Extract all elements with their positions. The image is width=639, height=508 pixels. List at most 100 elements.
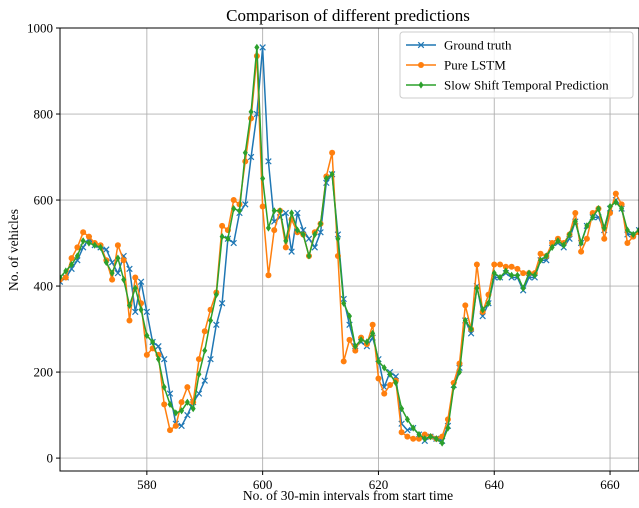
data-point — [80, 237, 86, 245]
data-point — [218, 300, 226, 307]
data-point — [537, 250, 544, 257]
data-point — [132, 308, 139, 316]
data-point — [305, 235, 313, 242]
data-point — [115, 254, 121, 262]
data-point — [190, 405, 196, 413]
data-point — [583, 235, 590, 242]
data-point — [202, 346, 208, 355]
data-point — [178, 422, 185, 430]
data-point — [572, 217, 578, 226]
data-point — [509, 271, 515, 279]
data-point — [62, 274, 69, 281]
data-point — [595, 205, 601, 213]
grid — [60, 27, 639, 471]
data-point — [346, 312, 353, 320]
data-point — [167, 400, 173, 408]
data-point — [578, 239, 584, 247]
legend-entry: Slow Shift Temporal Prediction — [406, 78, 609, 93]
data-point — [271, 227, 278, 234]
data-point — [329, 149, 336, 156]
data-point — [68, 255, 75, 262]
data-point — [526, 269, 532, 277]
data-point — [207, 355, 214, 363]
data-point — [369, 321, 376, 328]
data-point — [74, 252, 80, 260]
data-point — [473, 261, 480, 268]
data-point — [543, 257, 550, 264]
data-point — [74, 244, 81, 251]
data-point — [567, 230, 573, 239]
data-point — [121, 276, 127, 284]
data-point — [462, 302, 469, 309]
data-point — [514, 265, 521, 272]
data-point — [393, 379, 399, 387]
y-tick-label: 200 — [34, 365, 54, 380]
data-point — [300, 230, 306, 239]
data-point — [219, 232, 225, 241]
data-point — [572, 209, 579, 216]
data-point — [428, 432, 434, 441]
data-point — [60, 273, 63, 282]
data-point — [259, 203, 266, 210]
data-point — [404, 426, 411, 434]
legend-swatch-marker — [418, 62, 424, 68]
legend-swatch-marker — [417, 41, 425, 49]
data-point — [410, 424, 416, 432]
data-point — [462, 316, 468, 325]
data-point — [289, 209, 295, 217]
data-point — [601, 235, 608, 242]
data-point — [520, 284, 526, 292]
data-point — [514, 271, 520, 279]
data-point — [532, 271, 538, 279]
data-point — [520, 270, 527, 277]
data-point — [636, 226, 639, 234]
data-point — [624, 226, 630, 234]
data-point — [502, 263, 509, 270]
data-point — [173, 409, 179, 417]
data-point — [387, 381, 394, 388]
data-point — [445, 424, 451, 432]
data-point — [201, 377, 208, 384]
legend-label: Ground truth — [444, 38, 512, 53]
data-point — [468, 325, 474, 333]
data-point — [242, 149, 248, 157]
data-point — [480, 306, 486, 314]
data-point — [364, 338, 370, 346]
data-point — [277, 207, 283, 215]
data-point — [259, 44, 266, 51]
data-point — [398, 429, 405, 436]
data-point — [230, 197, 237, 204]
data-point — [143, 351, 150, 358]
data-point — [63, 267, 69, 275]
data-point — [201, 328, 208, 335]
data-point — [126, 317, 133, 324]
legend-entry: Ground truth — [406, 38, 512, 53]
data-point — [299, 226, 307, 234]
data-point — [416, 430, 422, 439]
data-point — [138, 306, 144, 314]
data-point — [404, 415, 410, 423]
data-point — [561, 241, 567, 249]
legend-swatch-marker — [418, 81, 424, 89]
y-tick-label: 1000 — [27, 21, 53, 36]
data-point — [85, 233, 92, 240]
data-point — [491, 269, 497, 277]
data-point — [381, 364, 387, 372]
data-point — [318, 220, 324, 228]
data-point — [225, 235, 231, 243]
data-point — [282, 244, 289, 251]
data-point — [491, 261, 498, 268]
data-point — [543, 252, 549, 260]
data-point — [538, 256, 544, 264]
data-point — [265, 224, 271, 232]
data-point — [271, 207, 277, 215]
data-point — [242, 201, 249, 208]
data-point — [578, 248, 585, 255]
data-point — [195, 390, 203, 397]
y-axis-ticks: 0 200 400 600 800 1000 — [27, 21, 60, 466]
data-point — [184, 398, 190, 406]
data-point — [624, 240, 631, 247]
data-point — [161, 401, 168, 408]
data-point — [485, 299, 491, 307]
data-point — [126, 265, 133, 273]
